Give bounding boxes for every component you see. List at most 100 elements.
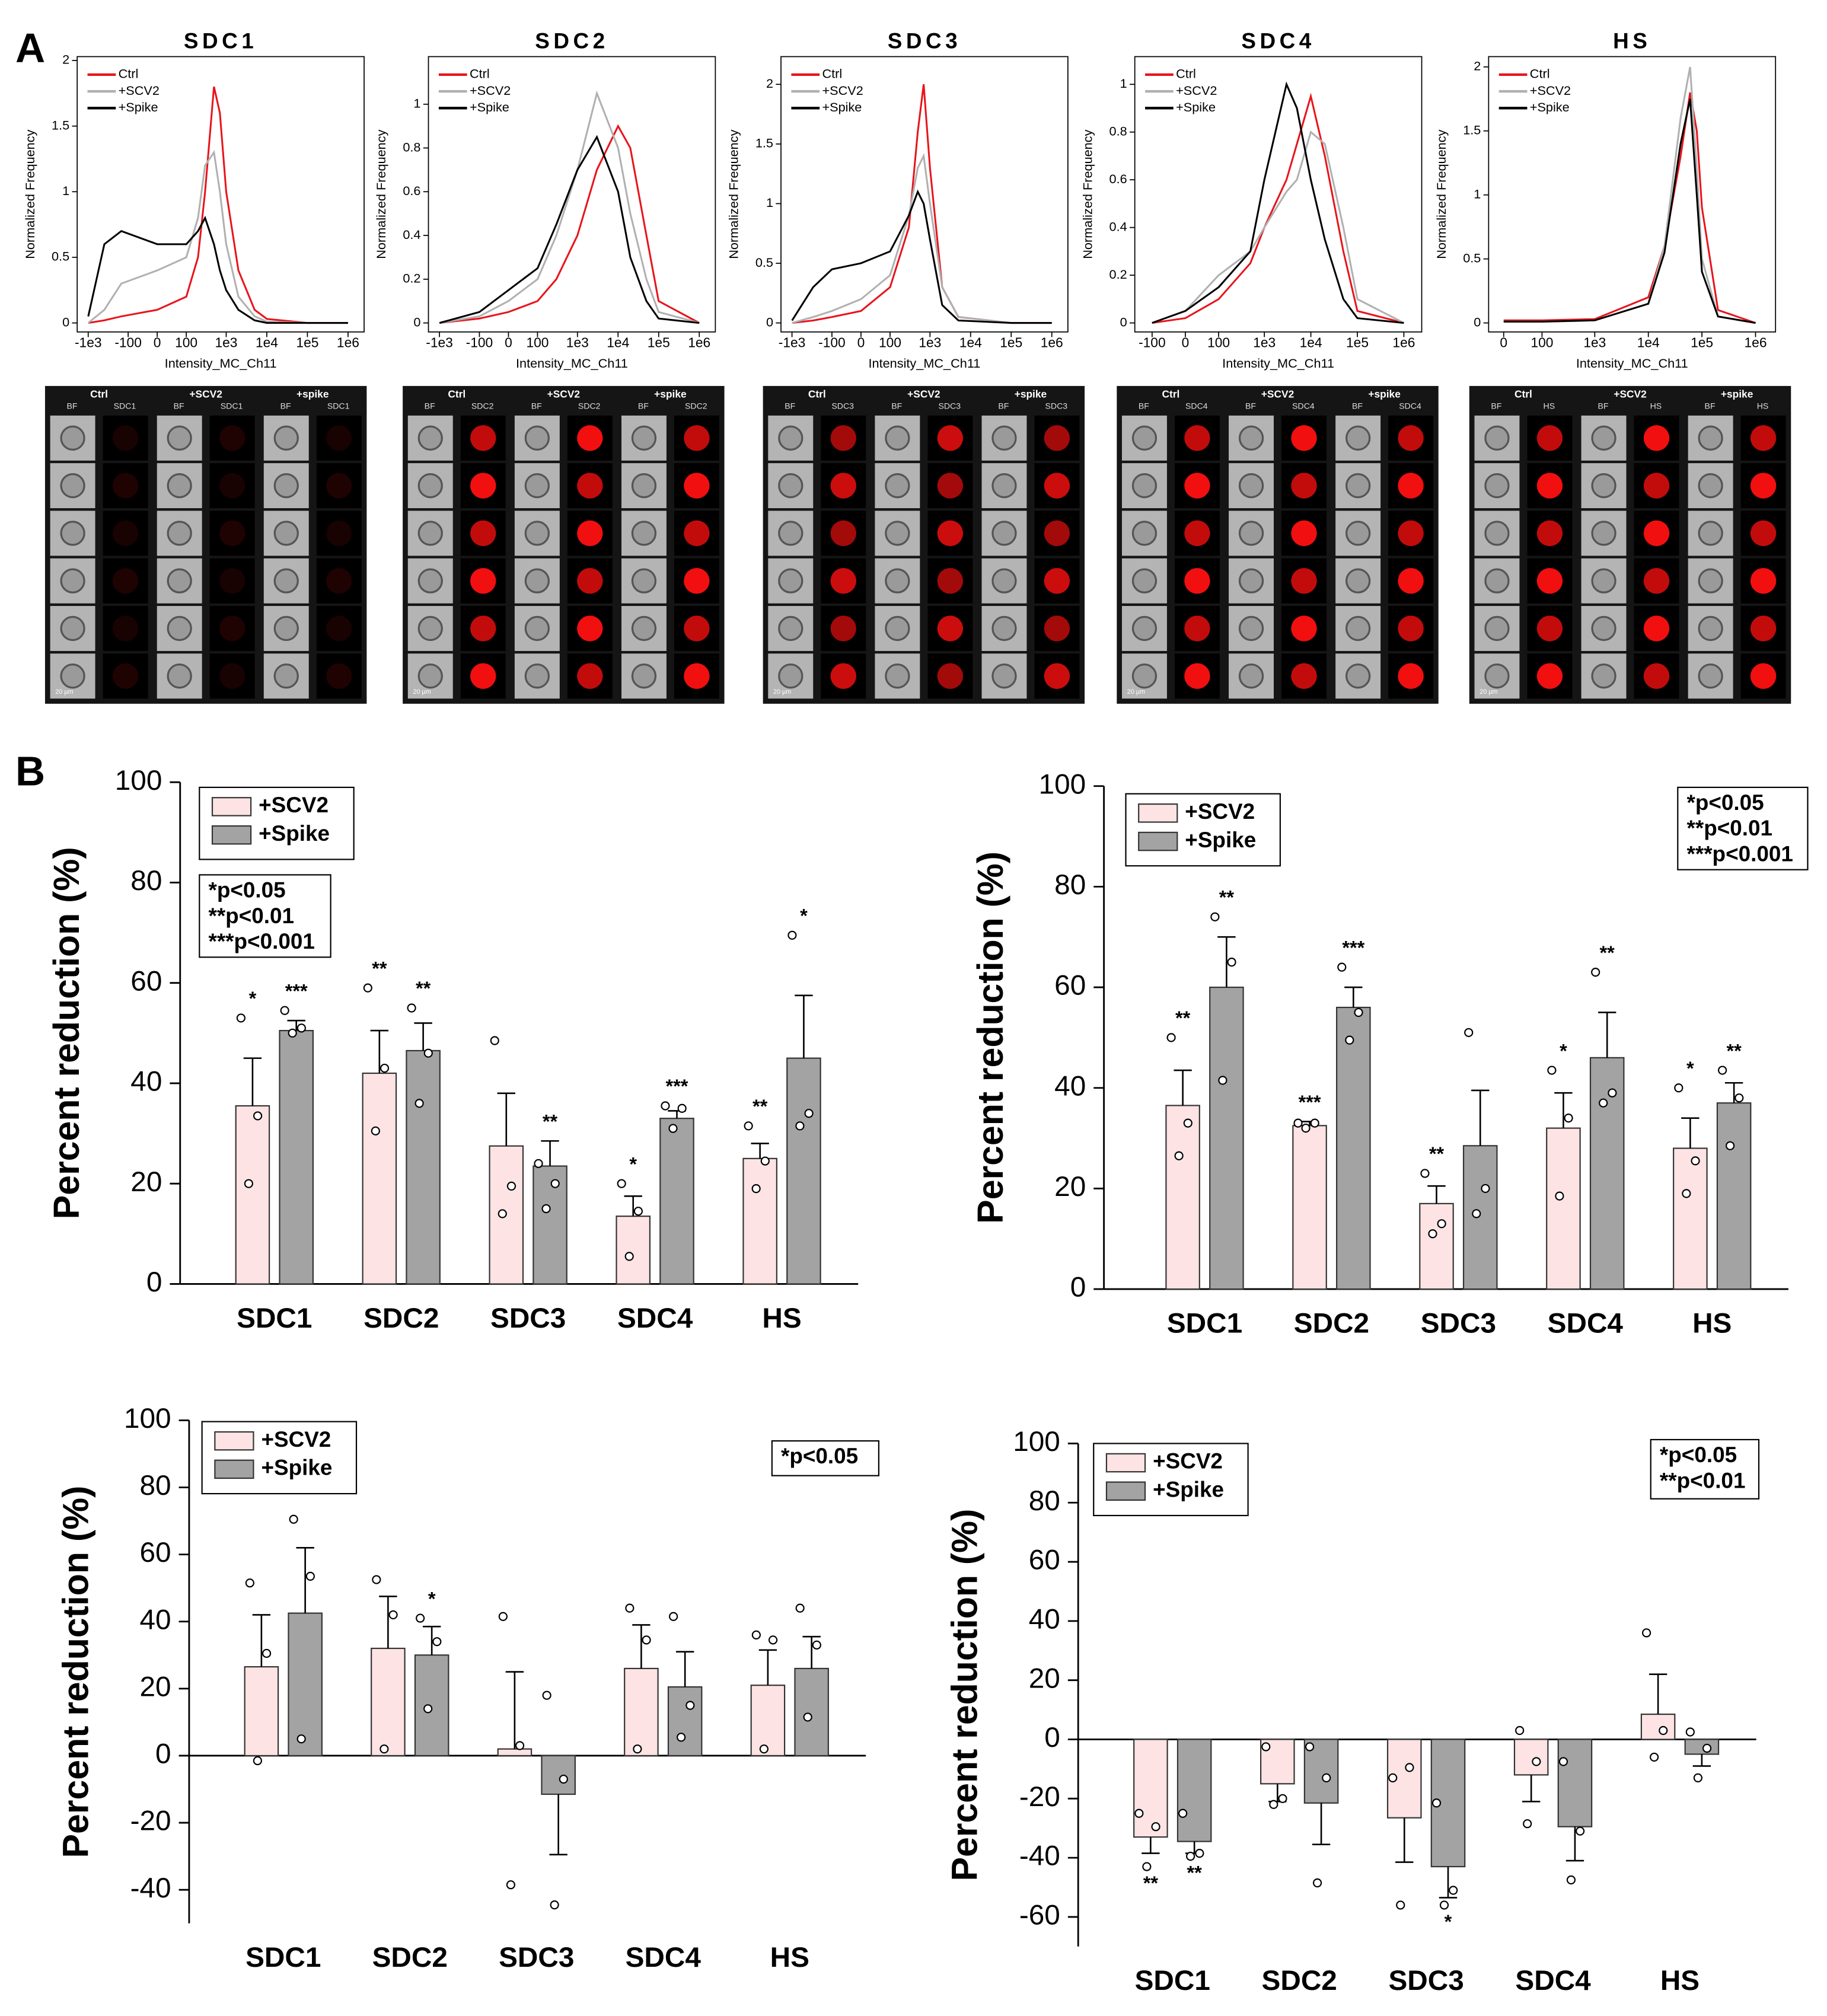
data-point (1322, 1773, 1331, 1782)
data-point (1523, 1819, 1532, 1829)
fluorescent-cell (1750, 567, 1777, 594)
cell (991, 664, 1017, 689)
y-tick-label: 100 (115, 765, 162, 796)
plot-frame (76, 56, 365, 333)
fluorescent-cell (1184, 663, 1210, 689)
x-tick-label: 100 (526, 334, 549, 350)
cell (1238, 425, 1264, 451)
fluorescent-cell (1536, 473, 1563, 499)
cell (885, 568, 910, 594)
data-point (1437, 1219, 1446, 1229)
x-axis-label: Intensity_MC_Ch11 (165, 356, 277, 371)
data-point (253, 1111, 263, 1121)
x-tick-label: 1e5 (648, 334, 670, 350)
fluorescent-cell (1643, 567, 1670, 594)
fluorescent-cell (1750, 615, 1777, 642)
cell (167, 425, 192, 451)
x-tick-label: SDC1 (1135, 1965, 1210, 1996)
fluorescence-image (316, 415, 362, 461)
y-tick-label: 0 (155, 1739, 171, 1770)
x-tick-label: -100 (818, 334, 846, 350)
y-tick-label: 0 (1474, 314, 1481, 329)
fluorescent-cell (684, 663, 710, 689)
y-tick-label: 0 (413, 314, 420, 329)
fluorescent-cell (830, 473, 856, 499)
legend-swatch (211, 825, 252, 845)
y-tick-label: 0.4 (403, 227, 420, 242)
x-tick-label: 0 (154, 334, 161, 350)
cell (1591, 473, 1616, 499)
data-point (1151, 1822, 1160, 1832)
legend-label: +Spike (822, 100, 862, 114)
data-point (1210, 912, 1220, 921)
data-point (372, 1575, 381, 1584)
significance-legend: **p<0.01 (1687, 816, 1773, 840)
legend-label: +SCV2 (119, 83, 160, 98)
cell (1591, 615, 1616, 642)
data-point (1685, 1727, 1695, 1737)
cell (1131, 568, 1158, 594)
fluorescent-cell (684, 615, 710, 642)
cell (1345, 615, 1371, 642)
data-point (1186, 1852, 1195, 1861)
data-point (760, 1156, 770, 1166)
channel-label: SDC3 (938, 401, 961, 410)
cell (273, 425, 299, 451)
fluorescent-cell (577, 473, 603, 499)
fluorescence-image (316, 511, 362, 556)
cell (524, 473, 550, 499)
cell (167, 568, 192, 594)
channel-label: BF (1491, 401, 1501, 410)
group-label: Ctrl (808, 388, 826, 400)
fluorescent-cell (1184, 473, 1210, 499)
x-tick-label: SDC1 (237, 1303, 312, 1334)
cell (1345, 425, 1371, 451)
image-panel (44, 385, 367, 704)
bar (1292, 1125, 1327, 1290)
bar (371, 1647, 406, 1757)
legend-label: +SCV2 (822, 83, 863, 98)
cell (524, 425, 550, 451)
x-axis-label: Intensity_MC_Ch11 (1222, 356, 1334, 371)
channel-label: SDC3 (1045, 401, 1068, 410)
plot-frame (780, 56, 1069, 333)
significance-star: ** (372, 958, 387, 979)
cell (167, 664, 192, 689)
y-tick-label: 80 (1029, 1485, 1060, 1517)
cell (991, 425, 1017, 451)
channel-label: SDC1 (327, 401, 350, 410)
fluorescence-image (103, 463, 148, 509)
cell (885, 615, 910, 642)
fluorescent-cell (577, 567, 603, 594)
bar (1557, 1739, 1593, 1827)
histogram-line (439, 90, 700, 324)
data-point (1674, 1083, 1683, 1093)
chart-title: HS (1613, 28, 1651, 53)
x-tick-label: 1e5 (1691, 334, 1713, 350)
cell (1698, 521, 1723, 546)
fluorescent-cell (1643, 520, 1670, 547)
fluorescent-cell (1750, 663, 1777, 689)
cell (1591, 664, 1616, 689)
significance-star: ** (543, 1111, 558, 1132)
data-point (296, 1734, 306, 1744)
data-point (1388, 1773, 1398, 1782)
data-point (661, 1101, 670, 1111)
group-label: Ctrl (448, 388, 465, 400)
bar (624, 1667, 659, 1757)
channel-label: SDC4 (1292, 401, 1315, 410)
fluorescent-cell (326, 425, 352, 451)
data-point (1178, 1808, 1188, 1818)
group-label: +SCV2 (1614, 388, 1646, 400)
cell (60, 568, 85, 594)
data-point (1693, 1773, 1702, 1782)
group-label: +spike (1721, 388, 1753, 400)
data-point (1134, 1808, 1144, 1818)
fluorescent-cell (937, 615, 964, 642)
y-axis-label: Percent reduction (%) (970, 851, 1010, 1224)
y-tick-label: 1.5 (52, 117, 69, 132)
annotation-box (1650, 1438, 1760, 1500)
data-point (685, 1701, 695, 1710)
y-axis-label: Normalized Frequency (1434, 129, 1449, 259)
